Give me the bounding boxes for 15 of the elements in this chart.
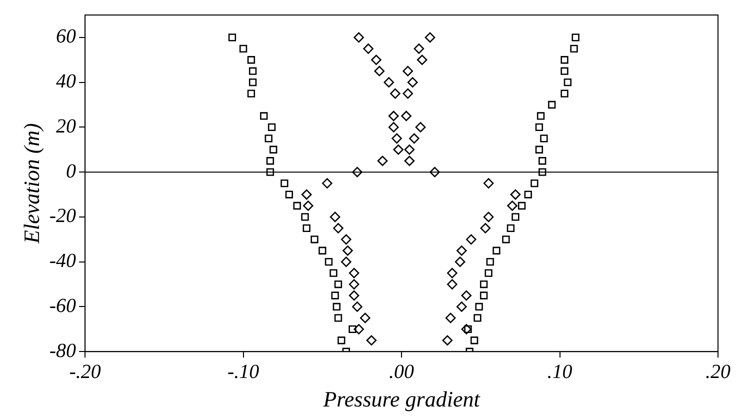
x-tick-label: -.20 (69, 360, 101, 383)
y-tick-label: -20 (49, 205, 76, 228)
x-tick-label: .20 (706, 360, 730, 383)
y-tick-label: -80 (49, 340, 76, 362)
x-tick-label: .00 (389, 360, 414, 383)
x-tick-label: -.10 (227, 360, 260, 383)
y-tick-label: 40 (56, 70, 76, 93)
y-tick-label: -40 (49, 250, 76, 272)
x-axis-title: Pressure gradient (322, 386, 481, 412)
y-tick-label: -60 (49, 294, 76, 317)
y-tick-label: 60 (56, 26, 76, 48)
y-axis-title: Elevation (m) (18, 123, 44, 244)
x-tick-label: .10 (547, 360, 572, 383)
y-tick-label: 20 (56, 115, 76, 138)
y-tick-label: 0 (66, 160, 76, 182)
